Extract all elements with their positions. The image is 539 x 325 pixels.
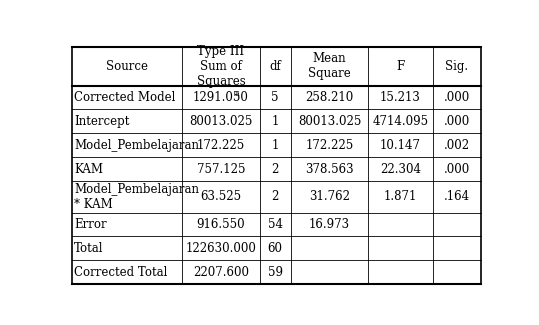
Text: 1: 1 [272,139,279,152]
Text: 10.147: 10.147 [380,139,421,152]
Text: Sig.: Sig. [445,59,468,72]
Text: 122630.000: 122630.000 [185,242,257,255]
Text: Model_Pembelajaran: Model_Pembelajaran [74,139,199,152]
Text: .000: .000 [444,91,470,104]
Text: 60: 60 [268,242,282,255]
Text: .002: .002 [444,139,470,152]
Text: 63.525: 63.525 [201,190,241,203]
Text: Intercept: Intercept [74,115,129,128]
Text: Type III
Sum of
Squares: Type III Sum of Squares [197,45,245,87]
Text: 2207.600: 2207.600 [193,266,249,279]
Text: 16.973: 16.973 [309,218,350,231]
Text: 22.304: 22.304 [380,162,421,176]
Text: 172.225: 172.225 [197,139,245,152]
Text: 80013.025: 80013.025 [189,115,253,128]
Text: 1291.050: 1291.050 [193,91,249,104]
Text: Model_Pembelajaran
* KAM: Model_Pembelajaran * KAM [74,183,199,211]
Text: KAM: KAM [74,162,103,176]
Text: 59: 59 [268,266,282,279]
Text: 15.213: 15.213 [380,91,421,104]
Text: 5: 5 [272,91,279,104]
Text: df: df [270,59,281,72]
Text: 258.210: 258.210 [306,91,354,104]
Text: 916.550: 916.550 [197,218,245,231]
Text: .000: .000 [444,162,470,176]
Text: .000: .000 [444,115,470,128]
Text: a: a [234,90,239,98]
Text: Corrected Total: Corrected Total [74,266,168,279]
Text: F: F [396,59,405,72]
Text: Source: Source [106,59,148,72]
Text: 80013.025: 80013.025 [298,115,361,128]
Text: Error: Error [74,218,107,231]
Text: 1.871: 1.871 [384,190,417,203]
Text: 31.762: 31.762 [309,190,350,203]
Text: Mean
Square: Mean Square [308,52,351,80]
Text: 757.125: 757.125 [197,162,245,176]
Text: .164: .164 [444,190,470,203]
Text: 378.563: 378.563 [305,162,354,176]
Text: 4714.095: 4714.095 [372,115,429,128]
Text: 172.225: 172.225 [306,139,354,152]
Text: 2: 2 [272,162,279,176]
Text: Total: Total [74,242,103,255]
Text: 1: 1 [272,115,279,128]
Text: 2: 2 [272,190,279,203]
Text: Corrected Model: Corrected Model [74,91,175,104]
Text: 54: 54 [268,218,282,231]
